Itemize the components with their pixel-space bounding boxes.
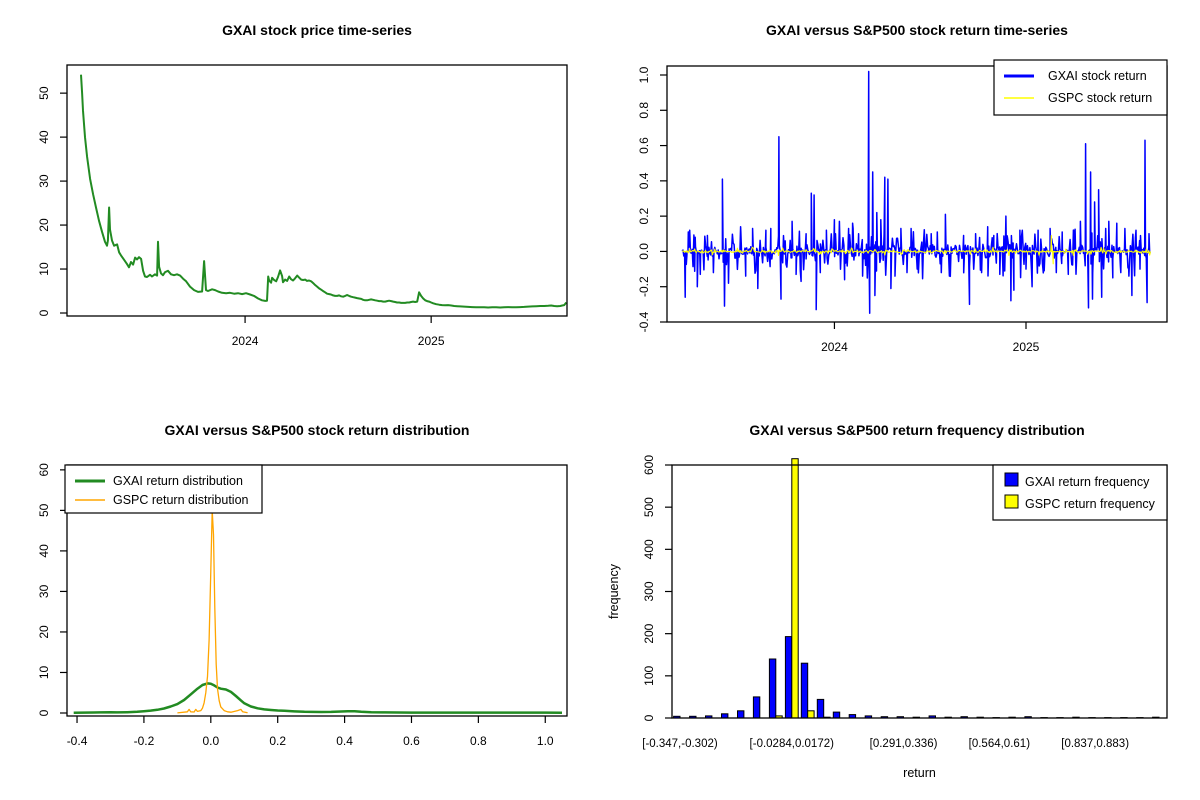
y-axis-title: frequency	[607, 563, 621, 619]
legend-label: GXAI return frequency	[1025, 475, 1150, 489]
y-tick-label: 30	[37, 174, 51, 188]
x-tick-label: 2025	[1013, 340, 1040, 354]
y-tick-label: 0	[37, 709, 51, 716]
y-tick-label: 0.8	[637, 102, 651, 119]
y-axis: 0 10 20 30 40 50	[37, 86, 67, 316]
bin-label: [-0.347,-0.302)	[642, 738, 718, 750]
x-axis: -0.4 -0.2 0.0 0.2 0.4 0.6 0.8 1.0	[67, 716, 554, 748]
y-tick-label: 20	[37, 218, 51, 232]
y-axis: 0 100 200 300 400 500 600	[642, 455, 672, 721]
bar	[832, 711, 841, 719]
y-tick-label: 400	[642, 539, 656, 559]
panel-return-timeseries: -0.4 -0.2 0.0 0.2 0.4 0.6 0.8 1.0 2024 2025 GXAI s…	[600, 0, 1200, 400]
x-tick-label: 2024	[232, 334, 259, 348]
panel-return-distribution: 0 10 20 30 40 50 60 -0.4 -0.2 0.0 0.2 0.4 0.6 0.8 1.0 G…	[0, 400, 600, 800]
panel-price-timeseries: 0 10 20 30 40 50 2024 2025 GXAI stock price tim…	[0, 0, 600, 400]
y-tick-label: 0	[642, 714, 656, 721]
price-timeseries-chart: 0 10 20 30 40 50 2024 2025	[37, 64, 568, 348]
bar	[752, 696, 761, 719]
series-gspc-stock-return	[681, 234, 1152, 265]
x-tick-label: -0.2	[134, 734, 155, 748]
y-tick-label: 300	[642, 581, 656, 601]
y-tick-label: 200	[642, 623, 656, 643]
y-tick-label: -0.2	[637, 276, 651, 297]
legend-box-sample	[1004, 494, 1019, 509]
y-tick-label: 50	[37, 86, 51, 100]
plot-box	[66, 464, 568, 717]
y-tick-label: 40	[37, 130, 51, 144]
bar	[768, 658, 777, 719]
bin-label: [0.837,0.883)	[1061, 738, 1129, 750]
legend: GXAI return distribution GSPC return dist…	[64, 464, 263, 514]
y-axis: 0 10 20 30 40 50 60	[37, 463, 67, 716]
legend-label: GXAI stock return	[1048, 69, 1147, 83]
bar	[816, 698, 825, 719]
series-gxai-return-distribution	[73, 682, 563, 715]
series-gspc-return-distribution	[177, 509, 248, 714]
y-tick-label: 10	[37, 665, 51, 679]
y-tick-label: 0.6	[637, 137, 651, 154]
return-frequency-chart: 0 100 200 300 400 500 600 [-0.347,-0.302) [-0.02…	[607, 455, 1168, 780]
bar	[737, 710, 745, 719]
y-tick-label: 0.0	[637, 243, 651, 260]
y-tick-label: 500	[642, 497, 656, 517]
plot-box	[671, 464, 1168, 719]
y-tick-label: -0.4	[637, 311, 651, 332]
x-axis: [-0.347,-0.302) [-0.0284,0.0172) [0.291,0.…	[642, 738, 1129, 750]
plot-box	[66, 64, 568, 317]
y-tick-label: 60	[37, 463, 51, 477]
bin-label: [0.291,0.336)	[870, 738, 938, 750]
chart-title-return-frequency: GXAI versus S&P500 return frequency dist…	[749, 422, 1085, 438]
legend-label: GSPC stock return	[1048, 91, 1152, 105]
y-tick-label: 40	[37, 544, 51, 558]
legend: GXAI stock return GSPC stock return	[993, 59, 1168, 116]
x-tick-label: 2024	[821, 340, 848, 354]
x-tick-label: 1.0	[537, 734, 554, 748]
x-tick-label: 0.8	[470, 734, 487, 748]
y-tick-label: 600	[642, 455, 656, 475]
bar	[784, 636, 793, 719]
x-tick-label: 0.0	[202, 734, 219, 748]
x-axis-title: return	[903, 766, 936, 780]
bin-label: [0.564,0.61)	[969, 738, 1031, 750]
y-axis: -0.4 -0.2 0.0 0.2 0.4 0.6 0.8 1.0	[637, 66, 667, 332]
bar	[800, 662, 809, 719]
legend-label: GSPC return distribution	[113, 493, 249, 507]
y-tick-label: 30	[37, 584, 51, 598]
panel-return-frequency: 0 100 200 300 400 500 600 [-0.347,-0.302) [-0.02…	[600, 400, 1200, 800]
y-tick-label: 1.0	[637, 66, 651, 83]
x-tick-label: 2025	[418, 334, 445, 348]
y-tick-label: 10	[37, 262, 51, 276]
bin-label: [-0.0284,0.0172)	[750, 738, 835, 750]
y-tick-label: 100	[642, 666, 656, 686]
chart-title-price-timeseries: GXAI stock price time-series	[222, 22, 412, 38]
legend-label: GSPC return frequency	[1025, 497, 1156, 511]
return-distribution-chart: 0 10 20 30 40 50 60 -0.4 -0.2 0.0 0.2 0.4 0.6 0.8 1.0 G…	[37, 463, 568, 748]
x-tick-label: 0.4	[336, 734, 353, 748]
legend: GXAI return frequency GSPC return frequen…	[992, 464, 1168, 521]
series-gxai-stock-price	[80, 74, 568, 309]
bar	[807, 710, 815, 719]
x-axis: 2024 2025	[821, 322, 1040, 354]
x-tick-label: 0.6	[403, 734, 420, 748]
x-axis: 2024 2025	[232, 316, 445, 348]
y-tick-label: 0.2	[637, 207, 651, 224]
x-tick-label: -0.4	[67, 734, 88, 748]
return-timeseries-chart: -0.4 -0.2 0.0 0.2 0.4 0.6 0.8 1.0 2024 2025 GXAI s…	[637, 59, 1168, 354]
y-tick-label: 0.4	[637, 172, 651, 189]
y-tick-label: 50	[37, 503, 51, 517]
bar	[791, 458, 799, 719]
legend-label: GXAI return distribution	[113, 474, 243, 488]
chart-title-return-timeseries: GXAI versus S&P500 stock return time-ser…	[766, 22, 1068, 38]
y-tick-label: 20	[37, 625, 51, 639]
x-tick-label: 0.2	[269, 734, 286, 748]
legend-box-sample	[1004, 472, 1019, 487]
chart-title-return-distribution: GXAI versus S&P500 stock return distribu…	[164, 422, 470, 438]
y-tick-label: 0	[37, 309, 51, 316]
plot-box	[666, 65, 1168, 323]
